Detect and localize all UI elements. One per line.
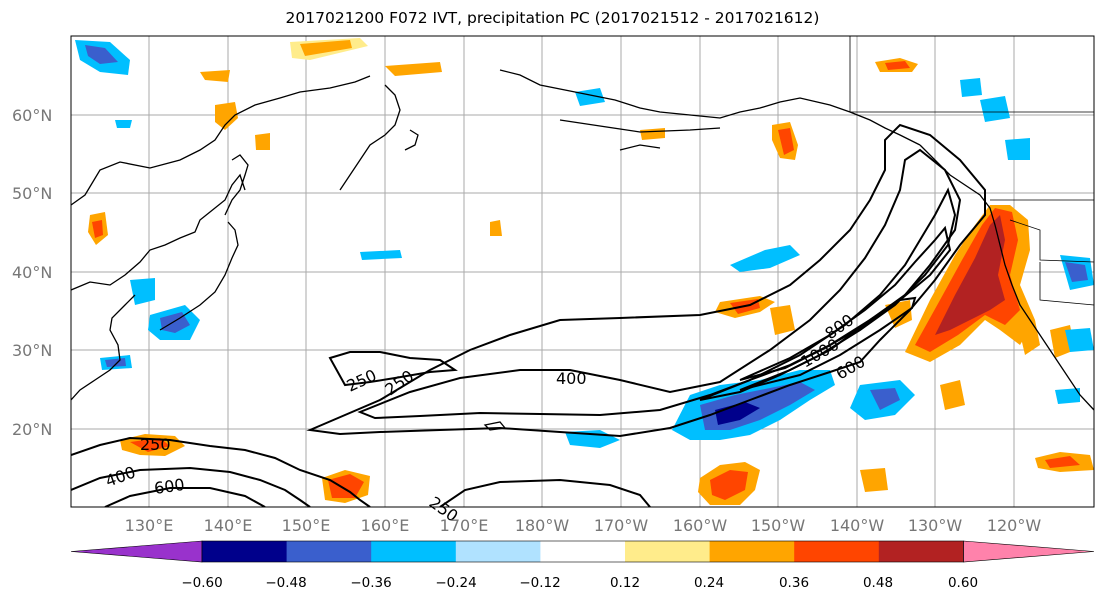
precipitation-pc-shading — [75, 38, 1094, 505]
colorbar-tick-label: −0.36 — [350, 575, 391, 591]
coastlines — [71, 69, 1094, 431]
colorbar-segment — [878, 541, 964, 562]
ivt-label: 400 — [556, 369, 587, 388]
colorbar-tick-label: 0.60 — [948, 575, 978, 591]
lat-label: 20°N — [12, 420, 52, 439]
lon-label: 150°E — [282, 516, 331, 535]
colorbar-tick-label: −0.12 — [519, 575, 560, 591]
lon-label: 180°W — [515, 516, 570, 535]
lon-label: 160°W — [673, 516, 728, 535]
colorbar-extend-low — [70, 540, 203, 563]
colorbar-extend-high — [963, 540, 1095, 563]
colorbar-tick-label: 0.24 — [694, 575, 724, 591]
lon-label: 130°E — [125, 516, 174, 535]
lat-label: 40°N — [12, 263, 52, 282]
colorbar-tick-label: −0.60 — [181, 575, 222, 591]
colorbar-segment — [540, 541, 626, 562]
ivt-label: 600 — [153, 475, 186, 498]
lon-label: 150°W — [751, 516, 806, 535]
latitude-labels: 60°N 50°N 40°N 30°N 20°N — [12, 106, 52, 439]
colorbar-segment — [709, 541, 795, 562]
colorbar-outline — [201, 540, 964, 563]
colorbar-segment — [625, 541, 711, 562]
chart-title: 2017021200 F072 IVT, precipitation PC (2… — [285, 9, 820, 27]
colorbar-segments — [70, 540, 1095, 563]
colorbar-segment — [455, 541, 541, 562]
lat-label: 50°N — [12, 184, 52, 203]
lon-label: 140°E — [204, 516, 253, 535]
colorbar-tick-label: 0.12 — [610, 575, 640, 591]
colorbar-tick-label: −0.24 — [435, 575, 476, 591]
lat-label: 60°N — [12, 106, 52, 125]
ivt-label: 250 — [140, 435, 171, 454]
lon-label: 170°E — [440, 516, 489, 535]
colorbar-labels: −0.60 −0.48 −0.36 −0.24 −0.12 0.12 0.24 … — [181, 575, 978, 591]
colorbar-segment — [371, 541, 457, 562]
ivt-contours — [71, 123, 986, 507]
longitude-labels: 130°E 140°E 150°E 160°E 170°E 180°W 170°… — [125, 516, 1042, 535]
colorbar: −0.60 −0.48 −0.36 −0.24 −0.12 0.12 0.24 … — [70, 540, 1095, 591]
colorbar-tick-label: −0.48 — [265, 575, 306, 591]
colorbar-tick-label: 0.36 — [779, 575, 809, 591]
colorbar-tick-label: 0.48 — [863, 575, 893, 591]
lon-label: 140°W — [830, 516, 885, 535]
lon-label: 120°W — [987, 516, 1042, 535]
lon-label: 130°W — [908, 516, 963, 535]
colorbar-segment — [794, 541, 880, 562]
borders — [849, 36, 1094, 306]
lon-label: 160°E — [361, 516, 410, 535]
map-border — [70, 35, 1095, 508]
colorbar-segment — [202, 541, 288, 562]
lat-label: 30°N — [12, 341, 52, 360]
colorbar-segment — [286, 541, 372, 562]
lon-label: 170°W — [594, 516, 649, 535]
